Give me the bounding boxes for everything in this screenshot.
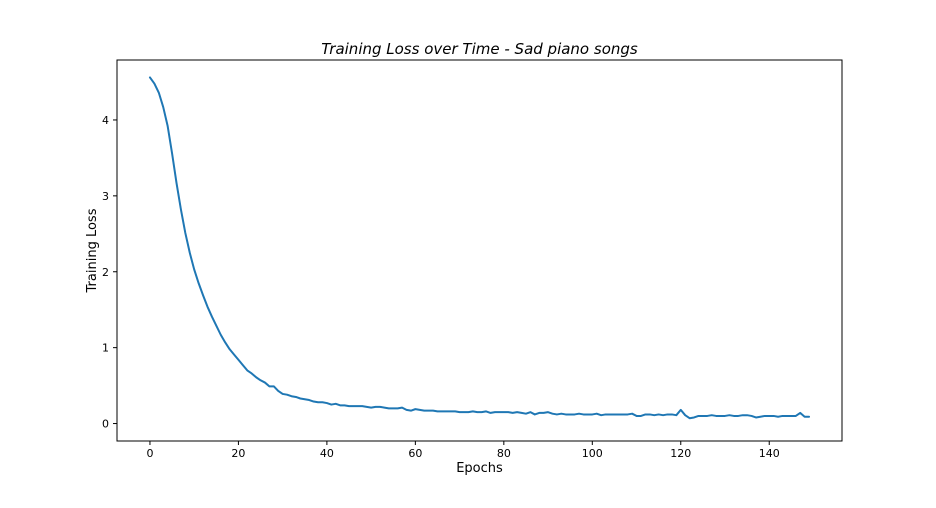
x-tick-label: 140: [759, 447, 780, 460]
y-tick-label: 1: [102, 342, 109, 355]
y-tick-label: 0: [102, 418, 109, 431]
x-tick-label: 40: [320, 447, 334, 460]
y-axis-label: Training Loss: [85, 208, 100, 293]
y-tick-label: 3: [102, 190, 109, 203]
x-tick-label: 0: [146, 447, 153, 460]
x-tick-label: 100: [582, 447, 603, 460]
x-tick-label: 80: [497, 447, 511, 460]
chart-title: Training Loss over Time - Sad piano song…: [321, 40, 638, 58]
training-loss-line: [148, 76, 811, 420]
x-tick-label: 20: [231, 447, 245, 460]
plot-frame: [116, 59, 843, 442]
plot-area: [117, 60, 842, 441]
x-tick-label: 60: [408, 447, 422, 460]
series-layer: [148, 76, 811, 420]
y-tick-label: 4: [102, 114, 109, 127]
y-tick-label: 2: [102, 266, 109, 279]
x-tick-label: 120: [670, 447, 691, 460]
x-axis-ticks: 0 20 40 60 80 100 120 140: [146, 441, 780, 460]
x-axis-label: Epochs: [456, 461, 503, 476]
y-axis-ticks: 0 1 2 3 4: [102, 114, 117, 431]
